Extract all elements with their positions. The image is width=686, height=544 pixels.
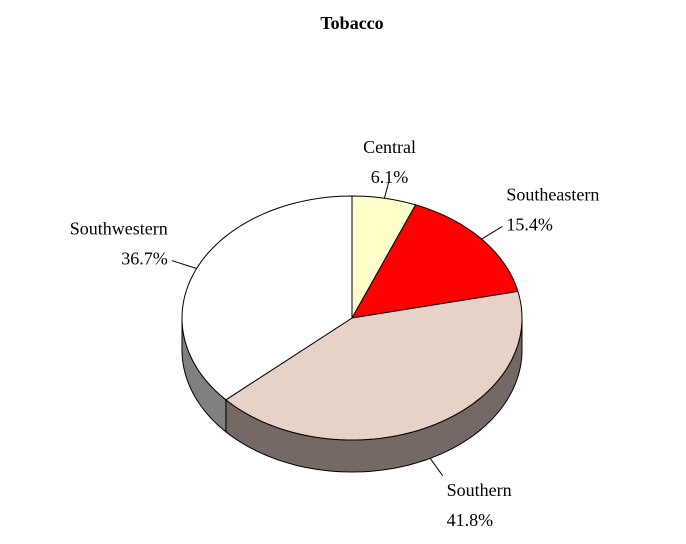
leader-line <box>429 458 444 476</box>
leader-line <box>171 260 197 269</box>
slice-label: Central <box>363 137 416 157</box>
slice <box>225 290 523 441</box>
slice <box>181 195 353 401</box>
slice-label: Southern <box>447 480 512 500</box>
slice-value-label: 15.4% <box>506 215 552 235</box>
slice-value-label: 6.1% <box>371 167 409 187</box>
slice <box>351 195 417 320</box>
slice-label: Southwestern <box>70 219 168 239</box>
slice-value-label: 36.7% <box>121 249 168 269</box>
leader-line <box>383 178 391 199</box>
slice-value-label: 41.8% <box>447 510 494 530</box>
chart-title: Tobacco <box>320 13 383 33</box>
slice-label: Southeastern <box>506 185 599 205</box>
leader-line <box>481 226 503 240</box>
